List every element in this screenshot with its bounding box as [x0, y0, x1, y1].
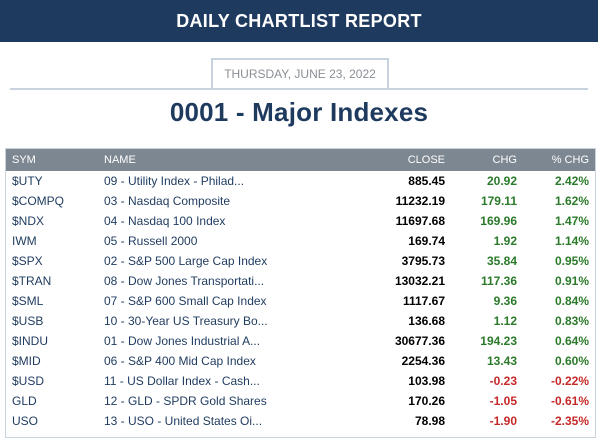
index-name[interactable]: 13 - USO - United States Oi...	[104, 414, 263, 428]
percent-change-value: 0.84%	[554, 294, 589, 308]
close-value: 3795.73	[401, 254, 445, 268]
close-value: 169.74	[408, 234, 445, 248]
table-row[interactable]: $NDX 04 - Nasdaq 100 Index 11697.68 169.96 1…	[6, 211, 595, 231]
percent-change-value: 0.95%	[554, 254, 589, 268]
percent-change-value: 0.83%	[554, 314, 589, 328]
symbol-link[interactable]: $USB	[12, 314, 44, 328]
column-header-close[interactable]: CLOSE	[407, 154, 445, 166]
change-value: 194.23	[480, 334, 517, 348]
index-name[interactable]: 02 - S&P 500 Large Cap Index	[104, 254, 268, 268]
report-banner-title: DAILY CHARTLIST REPORT	[176, 10, 422, 31]
percent-change-value: -0.61%	[550, 394, 589, 408]
list-title: 0001 - Major Indexes	[169, 97, 429, 127]
symbol-link[interactable]: $TRAN	[12, 274, 52, 288]
date-section: THURSDAY, JUNE 23, 2022	[0, 42, 598, 90]
change-value: 179.11	[480, 194, 517, 208]
close-value: 30677.36	[394, 334, 445, 348]
percent-change-value: -0.22%	[550, 374, 589, 388]
change-value: 1.92	[493, 234, 517, 248]
change-value: 117.36	[480, 274, 517, 288]
table-row[interactable]: $INDU 01 - Dow Jones Industrial A... 30677…	[6, 331, 595, 351]
index-name[interactable]: 12 - GLD - SPDR Gold Shares	[104, 394, 267, 408]
table-row[interactable]: IWM 05 - Russell 2000 169.74 1.92 1.14%	[6, 231, 595, 251]
change-value: 20.92	[486, 174, 517, 188]
table-row[interactable]: USO 13 - USO - United States Oi... 78.98 -1…	[6, 411, 595, 431]
divider	[10, 88, 588, 90]
percent-change-value: 2.42%	[554, 174, 589, 188]
symbol-link[interactable]: $NDX	[12, 214, 45, 228]
percent-change-value: 1.62%	[554, 194, 589, 208]
symbol-link[interactable]: $UTY	[12, 174, 43, 188]
index-name[interactable]: 09 - Utility Index - Philad...	[104, 174, 245, 188]
table-row[interactable]: $USB 10 - 30-Year US Treasury Bo... 136.68…	[6, 311, 595, 331]
close-value: 11232.19	[395, 194, 445, 208]
index-name[interactable]: 06 - S&P 400 Mid Cap Index	[104, 354, 256, 368]
table-row[interactable]: GLD 12 - GLD - SPDR Gold Shares 170.26 -1.0…	[6, 391, 595, 411]
close-value: 11697.68	[395, 214, 445, 228]
table-row[interactable]: $SML 07 - S&P 600 Small Cap Index 1117.67 9…	[6, 291, 595, 311]
change-value: 9.36	[493, 294, 517, 308]
column-header-pct-chg[interactable]: % CHG	[551, 154, 589, 166]
column-header-sym[interactable]: SYM	[12, 154, 36, 166]
percent-change-value: 0.91%	[554, 274, 589, 288]
index-name[interactable]: 07 - S&P 600 Small Cap Index	[104, 294, 267, 308]
column-header-name[interactable]: NAME	[104, 154, 136, 166]
close-value: 170.26	[408, 394, 445, 408]
close-value: 13032.21	[394, 274, 445, 288]
percent-change-value: -2.35%	[550, 414, 589, 428]
change-value: 13.43	[486, 354, 517, 368]
close-value: 2254.36	[401, 354, 445, 368]
table-row[interactable]: $MID 06 - S&P 400 Mid Cap Index 2254.36 13.…	[6, 351, 595, 371]
percent-change-value: 0.64%	[554, 334, 589, 348]
report-banner: DAILY CHARTLIST REPORT	[0, 0, 598, 42]
report-date: THURSDAY, JUNE 23, 2022	[211, 58, 389, 88]
index-name[interactable]: 01 - Dow Jones Industrial A...	[104, 334, 261, 348]
symbol-link[interactable]: $INDU	[12, 334, 49, 348]
table-row[interactable]: $COMPQ 03 - Nasdaq Composite 11232.19 179.1…	[6, 191, 595, 211]
symbol-link[interactable]: $COMPQ	[12, 194, 65, 208]
percent-change-value: 0.60%	[554, 354, 589, 368]
close-value: 78.98	[414, 414, 445, 428]
index-name[interactable]: 05 - Russell 2000	[104, 234, 198, 248]
index-name[interactable]: 10 - 30-Year US Treasury Bo...	[104, 314, 268, 328]
chartlist-table: SYM NAME CLOSE CHG % CHG $UTY 09 - Utilit…	[5, 148, 596, 438]
close-value: 885.45	[408, 174, 445, 188]
change-value: -0.23	[489, 374, 517, 388]
percent-change-value: 1.47%	[554, 214, 589, 228]
close-value: 136.68	[408, 314, 445, 328]
symbol-link[interactable]: $MID	[12, 354, 41, 368]
close-value: 103.98	[408, 374, 445, 388]
column-header-chg[interactable]: CHG	[492, 154, 517, 166]
index-name[interactable]: 08 - Dow Jones Transportati...	[104, 274, 265, 288]
symbol-link[interactable]: USO	[12, 414, 39, 428]
table-header-row: SYM NAME CLOSE CHG % CHG	[6, 149, 595, 171]
change-value: 35.84	[486, 254, 517, 268]
index-name[interactable]: 11 - US Dollar Index - Cash...	[104, 374, 260, 388]
change-value: -1.05	[489, 394, 517, 408]
table-row[interactable]: $TRAN 08 - Dow Jones Transportati... 13032…	[6, 271, 595, 291]
index-name[interactable]: 04 - Nasdaq 100 Index	[104, 214, 226, 228]
table-row[interactable]: $USD 11 - US Dollar Index - Cash... 103.98…	[6, 371, 595, 391]
table-row[interactable]: $SPX 02 - S&P 500 Large Cap Index 3795.73 3…	[6, 251, 595, 271]
symbol-link[interactable]: $USD	[12, 374, 45, 388]
symbol-link[interactable]: GLD	[12, 394, 37, 408]
close-value: 1117.67	[402, 294, 445, 308]
percent-change-value: 1.14%	[554, 234, 589, 248]
symbol-link[interactable]: IWM	[12, 234, 37, 248]
symbol-link[interactable]: $SPX	[12, 254, 43, 268]
change-value: 169.96	[480, 214, 517, 228]
change-value: -1.90	[489, 414, 517, 428]
change-value: 1.12	[493, 314, 517, 328]
table-body: $UTY 09 - Utility Index - Philad... 885.45…	[6, 171, 595, 431]
table-row[interactable]: $UTY 09 - Utility Index - Philad... 885.45…	[6, 171, 595, 191]
index-name[interactable]: 03 - Nasdaq Composite	[104, 194, 231, 208]
symbol-link[interactable]: $SML	[12, 294, 44, 308]
